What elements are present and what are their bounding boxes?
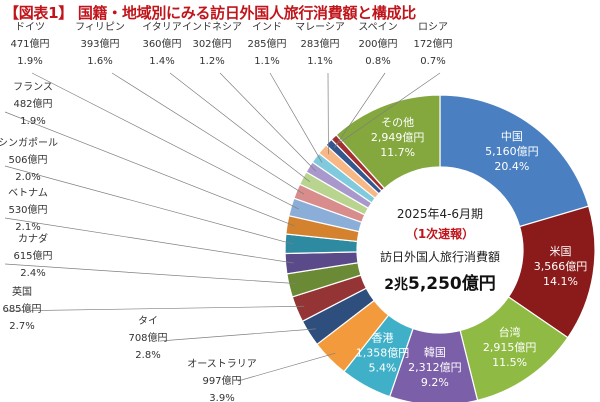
slice-label-share: 1.9%	[17, 56, 42, 67]
slice-label-value: 471億円	[10, 37, 49, 50]
center-label: 2025年4-6月期 （1次速報） 訪日外国人旅行消費額 2兆5,250億円	[380, 207, 500, 294]
slice-label-share: 1.1%	[254, 56, 279, 67]
leader-line	[219, 72, 317, 172]
slice-label-share: 1.4%	[149, 56, 174, 67]
center-total-main: 5,250億円	[408, 273, 496, 294]
slice-label-name: ドイツ	[15, 22, 45, 33]
slice-label-name: 英国	[12, 285, 32, 298]
leader-line	[31, 72, 299, 210]
slice-label-name: 米国	[550, 245, 572, 258]
leader-line	[269, 72, 323, 163]
slice-label-name: フランス	[13, 81, 53, 93]
slice-label-share: 2.8%	[135, 350, 160, 361]
slice-label-share: 14.1%	[543, 275, 578, 288]
leader-line	[159, 328, 316, 342]
slice-label-value: 506億円	[8, 153, 47, 166]
slice-label-value: 2,949億円	[371, 131, 425, 144]
slice-label-value: 302億円	[192, 37, 231, 50]
leader-line	[4, 111, 296, 227]
slice-label-value: 360億円	[142, 37, 181, 50]
leader-line	[334, 72, 386, 148]
slice-label-share: 11.5%	[492, 356, 527, 369]
slice-label-share: 3.9%	[209, 393, 234, 402]
slice-label-value: 3,566億円	[534, 260, 588, 273]
slice-label-name: シンガポール	[0, 137, 58, 149]
leader-line	[237, 352, 336, 382]
slice-label-value: 482億円	[13, 97, 52, 110]
slice-label-share: 1.6%	[87, 56, 112, 67]
slice-label-value: 200億円	[358, 37, 397, 50]
slice-label-value: 615億円	[13, 249, 52, 262]
slice-label-name: 中国	[501, 130, 523, 143]
slice-label-name: その他	[381, 116, 414, 129]
slice-label-name: 韓国	[424, 346, 446, 359]
slice-label-name: 台湾	[499, 325, 521, 339]
slice-label-name: マレーシア	[295, 22, 345, 33]
leader-line	[4, 165, 294, 245]
leader-lines	[4, 72, 441, 382]
slice-label-share: 0.8%	[365, 56, 390, 67]
slice-label-share: 2.1%	[15, 222, 40, 233]
slice-label-name: スペイン	[358, 22, 397, 33]
leader-line	[4, 263, 297, 285]
slice-0	[439, 94, 590, 228]
center-caption: 訪日外国人旅行消費額	[380, 249, 500, 264]
slice-label-share: 2.0%	[15, 172, 40, 183]
slice-labels: 中国 5,160億円 20.4% 米国 3,566億円 14.1% 台湾 2,915億円 11.…	[0, 21, 587, 402]
slice-label-share: 1.1%	[307, 56, 332, 67]
leader-line	[169, 72, 311, 182]
slice-label-value: 393億円	[80, 37, 119, 50]
slice-label-value: 708億円	[128, 331, 167, 344]
slice-label-value: 530億円	[8, 203, 47, 216]
slice-label-value: 285億円	[247, 37, 286, 50]
slice-label-name: イタリア	[142, 21, 182, 33]
slice-label-value: 5,160億円	[485, 145, 539, 158]
slice-label-share: 1.2%	[199, 56, 224, 67]
slice-label-share: 9.2%	[421, 376, 449, 389]
slice-label-share: 2.4%	[20, 268, 45, 279]
slice-label-name: ロシア	[418, 22, 448, 33]
slice-label-value: 2,915億円	[483, 341, 537, 354]
slice-label-value: 283億円	[300, 37, 339, 50]
slice-label-value: 2,312億円	[408, 361, 462, 374]
slice-label-value: 685億円	[2, 302, 41, 315]
chart-title: 【図表1】 国籍・地域別にみる訪日外国人旅行消費額と構成比	[4, 4, 416, 22]
leader-line	[339, 72, 441, 144]
slice-label-name: タイ	[138, 315, 158, 327]
slice-label-name: カナダ	[18, 232, 48, 245]
center-period: 2025年4-6月期	[397, 207, 483, 221]
slice-label-value: 997億円	[202, 374, 241, 387]
slices	[284, 94, 596, 402]
slice-label-share: 2.7%	[9, 321, 34, 332]
center-total-prefix: 2兆	[384, 277, 408, 293]
slice-label-share: 0.7%	[420, 56, 445, 67]
slice-20	[335, 94, 441, 190]
slice-label-name: ベトナム	[8, 187, 48, 199]
leader-line	[4, 305, 305, 312]
slice-label-name: 香港	[372, 331, 394, 344]
slice-label-share: 20.4%	[494, 160, 529, 173]
slice-label-share: 5.4%	[369, 361, 397, 374]
center-note: （1次速報）	[406, 226, 474, 241]
slice-label-name: オーストラリア	[187, 358, 257, 370]
slice-label-share: 11.7%	[380, 146, 415, 159]
leader-line	[111, 72, 305, 195]
center-total: 2兆5,250億円	[384, 273, 496, 294]
leader-line	[4, 217, 294, 264]
slice-label-value: 1,358億円	[356, 346, 410, 359]
slice-label-share: 1.9%	[20, 116, 45, 127]
slice-label-value: 172億円	[413, 37, 452, 50]
slice-label-name: インドネシア	[182, 21, 242, 33]
slice-label-name: フィリピン	[75, 21, 125, 33]
slice-label-name: インド	[252, 22, 282, 33]
